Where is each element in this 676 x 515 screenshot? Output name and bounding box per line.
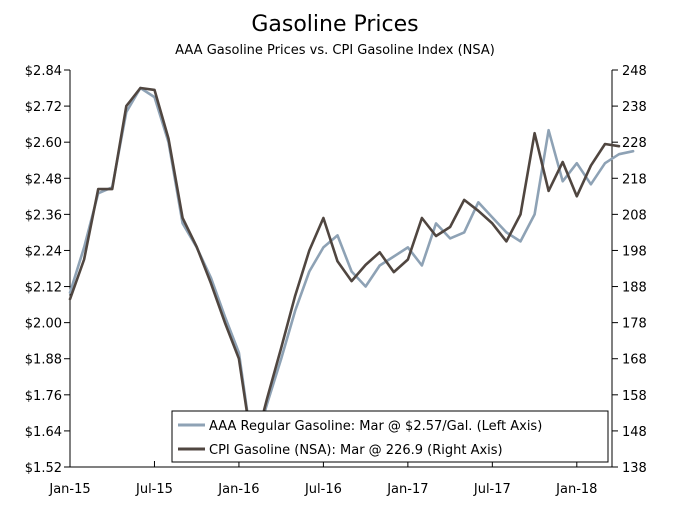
right-axis-tick-label: 208 <box>622 208 647 223</box>
right-axis-tick-label: 218 <box>622 172 647 187</box>
right-axis-tick-label: 158 <box>622 389 647 404</box>
right-axis-tick-label: 188 <box>622 281 647 296</box>
x-axis-tick-label: Jan-15 <box>48 482 90 497</box>
right-axis-tick-label: 138 <box>622 461 647 476</box>
chart-axes: $2.84 $2.72 $2.60 $2.48 $2.36 $2.24 $2.12 $2.00… <box>25 64 647 497</box>
left-axis-tick-label: $1.52 <box>25 461 62 476</box>
left-axis-tick-label: $2.36 <box>25 208 62 223</box>
left-axis-tick-label: $2.48 <box>25 172 62 187</box>
left-axis-tick-label: $2.84 <box>25 64 62 79</box>
x-axis-tick-label: Jan-16 <box>217 482 259 497</box>
right-axis-tick-label: 248 <box>622 64 647 79</box>
right-axis-tick-label: 198 <box>622 244 647 259</box>
right-axis-tick-label: 228 <box>622 136 647 151</box>
left-axis-tick-label: $2.12 <box>25 281 62 296</box>
left-axis-tick-label: $2.60 <box>25 136 62 151</box>
chart-subtitle: AAA Gasoline Prices vs. CPI Gasoline Ind… <box>175 43 495 58</box>
left-axis-tick-label: $2.24 <box>25 244 62 259</box>
legend-label-cpi: CPI Gasoline (NSA): Mar @ 226.9 (Right A… <box>209 443 503 458</box>
left-axis-tick-label: $2.00 <box>25 317 62 332</box>
series-line-aaa-regular-gasoline <box>68 86 635 454</box>
series-line-cpi-gasoline <box>68 86 621 454</box>
legend-box <box>171 410 609 463</box>
left-axis-tick-label: $1.88 <box>25 353 62 368</box>
right-axis-tick-label: 168 <box>622 353 647 368</box>
x-axis-tick-label: Jan-18 <box>555 482 597 497</box>
left-axis-tick-label: $1.64 <box>25 425 62 440</box>
x-axis-tick-label: Jul-15 <box>135 482 173 497</box>
series-layer <box>68 86 635 454</box>
right-axis-tick-label: 178 <box>622 317 647 332</box>
x-axis-tick-label: Jan-17 <box>386 482 428 497</box>
chart-title: Gasoline Prices <box>251 12 418 37</box>
left-axis-tick-label: $1.76 <box>25 389 62 404</box>
x-axis-tick-label: Jul-16 <box>304 482 342 497</box>
right-axis-tick-label: 148 <box>622 425 647 440</box>
x-axis-tick-label: Jul-17 <box>473 482 511 497</box>
legend: AAA Regular Gasoline: Mar @ $2.57/Gal. (… <box>171 410 609 463</box>
left-axis-tick-label: $2.72 <box>25 100 62 115</box>
right-axis-tick-label: 238 <box>622 100 647 115</box>
legend-label-aaa: AAA Regular Gasoline: Mar @ $2.57/Gal. (… <box>209 419 542 434</box>
